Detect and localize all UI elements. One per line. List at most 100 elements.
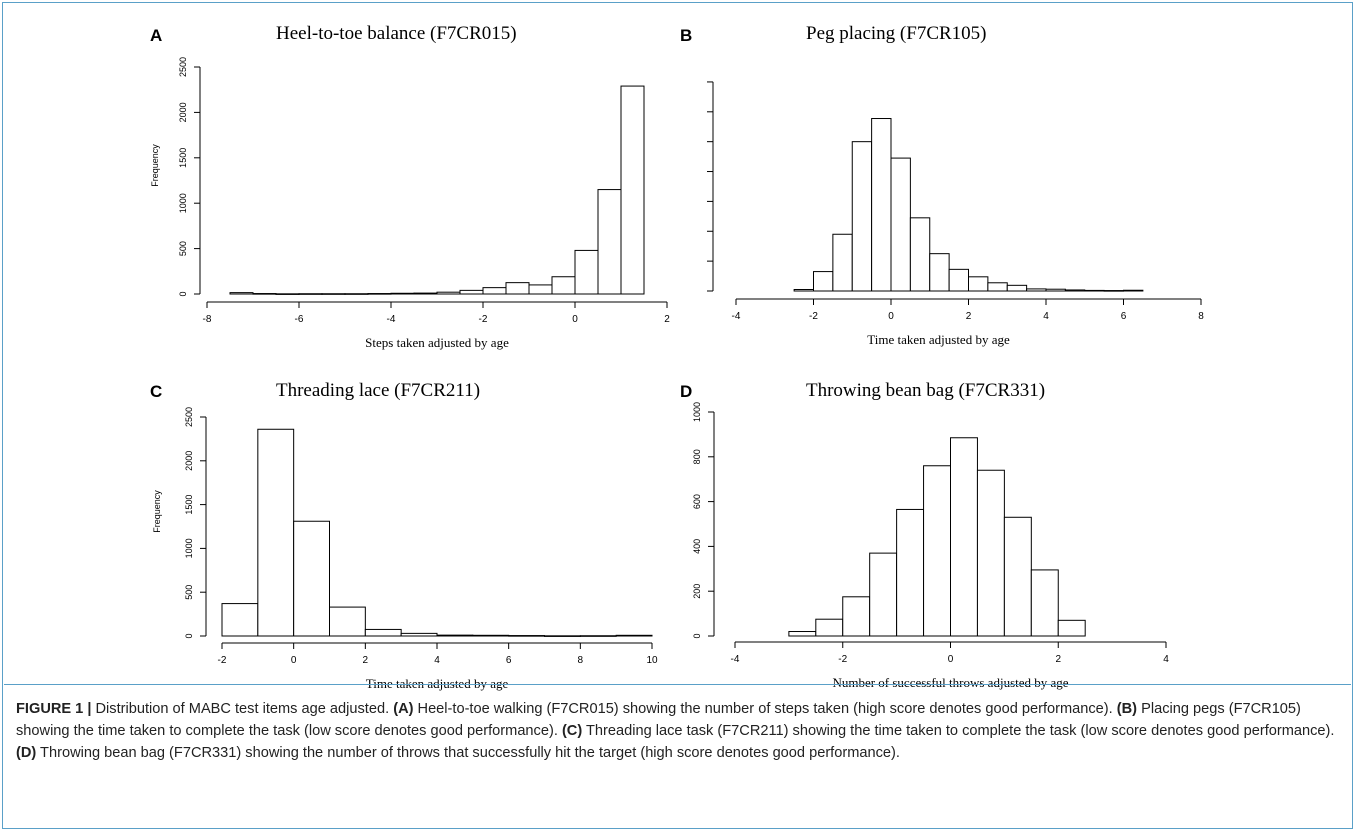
histogram-bar [948, 268, 969, 292]
caption-text-b: Placing pegs (F7CR105) showing the time … [16, 701, 1301, 739]
panel-d: D Throwing bean bag (F7CR331) -4 -2 0 2 4 Num… [680, 350, 1357, 690]
y-tick-label: 500 [178, 241, 188, 256]
y-tick-label: 1000 [692, 402, 702, 422]
histogram-bar [344, 293, 369, 295]
histogram-bar [459, 289, 484, 295]
y-tick-label: 1500 [178, 148, 188, 168]
caption-label: FIGURE 1 | [16, 701, 92, 717]
histogram-bar [1057, 619, 1086, 637]
histogram-bar [1064, 289, 1086, 292]
histogram-bar [574, 249, 599, 295]
x-tick-label: 10 [646, 655, 658, 666]
histogram-bar [987, 282, 1008, 292]
y-tick-label: 0 [178, 291, 188, 296]
caption-tag-c: (C) [561, 723, 583, 739]
y-tick-label: 1500 [184, 495, 194, 515]
x-tick-label: 4 [1043, 311, 1049, 322]
x-tick-label: 6 [506, 655, 512, 666]
panel-letter-c: C [150, 382, 163, 401]
histogram-bar [1084, 289, 1105, 292]
histogram-bar [813, 271, 834, 292]
x-tick-label: 8 [578, 655, 584, 666]
caption-text-a: Heel-to-toe walking (F7CR015) showing th… [413, 701, 1117, 717]
histogram-bar [929, 253, 950, 292]
histogram-bar [615, 634, 653, 637]
histogram-bar [364, 628, 402, 637]
y-tick-label: 500 [184, 585, 194, 600]
y-axis-label: Frequency [152, 490, 162, 533]
histogram-bar [923, 465, 951, 637]
histogram-bar [579, 635, 617, 637]
x-tick-label: 2 [966, 311, 972, 322]
histogram-bar [815, 618, 844, 637]
x-tick-label: 0 [572, 314, 578, 325]
x-tick-label: 2 [664, 314, 670, 325]
y-tick-label: 200 [692, 584, 702, 599]
histogram-bar [221, 603, 259, 637]
y-tick-label: 400 [692, 539, 702, 554]
caption-divider [4, 684, 1351, 685]
histogram-bar [909, 217, 931, 292]
histogram-bar [896, 508, 925, 637]
panel-d-title: Throwing bean bag (F7CR331) [806, 380, 1046, 401]
histogram-bar [1103, 290, 1124, 292]
histogram-bar [1030, 569, 1059, 637]
x-tick-label: 4 [434, 655, 440, 666]
histogram-bar [1026, 288, 1047, 292]
x-tick-label: 0 [948, 654, 954, 665]
histogram-bar [298, 293, 323, 295]
histogram-bar [871, 118, 892, 292]
panel-a: A Heel-to-toe balance (F7CR015) -8 -6 -4 -2… [0, 0, 680, 350]
panel-letter-b: B [680, 26, 693, 45]
y-tick-label: 2500 [184, 407, 194, 427]
histogram-bar [1003, 516, 1032, 637]
caption-text-d: Throwing bean bag (F7CR331) showing the … [36, 745, 900, 761]
x-tick-label: 2 [363, 655, 369, 666]
panel-c-title: Threading lace (F7CR211) [276, 380, 481, 401]
histogram-bar [968, 276, 989, 292]
panel-b-title: Peg placing (F7CR105) [806, 23, 987, 44]
x-tick-label: 6 [1121, 311, 1127, 322]
x-axis-label: Time taken adjusted by age [366, 676, 509, 691]
histogram-bar [890, 157, 911, 292]
y-tick-label: 0 [692, 633, 702, 638]
x-tick-label: 4 [1163, 654, 1169, 665]
histogram-bar [832, 233, 853, 292]
histogram-bar [851, 141, 873, 292]
histogram-bar [869, 552, 898, 637]
panel-c-chart: -2 0 2 4 6 8 10 Time taken adjusted by age 0 500 1… [152, 407, 658, 691]
y-tick-label: 2000 [178, 102, 188, 122]
x-axis-label: Number of successful throws adjusted by … [832, 675, 1068, 690]
x-axis-label: Time taken adjusted by age [867, 332, 1010, 347]
y-tick-label: 2500 [178, 57, 188, 77]
histogram-bar [976, 469, 1005, 637]
panel-b: B Peg placing (F7CR105) -4 -2 0 2 4 6 8 Time ta… [680, 0, 1357, 350]
x-tick-label: 2 [1055, 654, 1061, 665]
histogram-bar [257, 428, 295, 637]
figure-caption: FIGURE 1 | Distribution of MABC test ite… [16, 698, 1341, 764]
x-tick-label: 0 [888, 311, 894, 322]
panel-a-title: Heel-to-toe balance (F7CR015) [276, 23, 517, 44]
x-tick-label: 0 [291, 655, 297, 666]
y-tick-label: 600 [692, 494, 702, 509]
caption-text-c: Threading lace task (F7CR211) showing th… [582, 723, 1335, 739]
caption-tag-a: (A) [393, 701, 414, 717]
histogram-bar [620, 85, 645, 295]
x-tick-label: -8 [203, 314, 212, 325]
histogram-bar [472, 634, 510, 637]
histogram-bar [1006, 284, 1028, 292]
histogram-bar [788, 631, 817, 637]
histogram-bar [950, 437, 978, 637]
x-tick-label: -2 [809, 311, 818, 322]
histogram-bar [597, 189, 622, 295]
panel-c: C Threading lace (F7CR211) -2 0 2 4 6 8 10 Time… [0, 350, 680, 691]
histogram-bar [1123, 289, 1144, 292]
x-tick-label: -4 [387, 314, 396, 325]
histogram-bar [1045, 288, 1066, 292]
x-tick-label: -2 [479, 314, 488, 325]
histogram-bar [505, 282, 530, 295]
x-tick-label: -4 [732, 311, 741, 322]
x-tick-label: -2 [218, 655, 227, 666]
histogram-bar [275, 293, 300, 295]
panel-d-chart: -4 -2 0 2 4 Number of successful throws adjus… [692, 402, 1169, 690]
